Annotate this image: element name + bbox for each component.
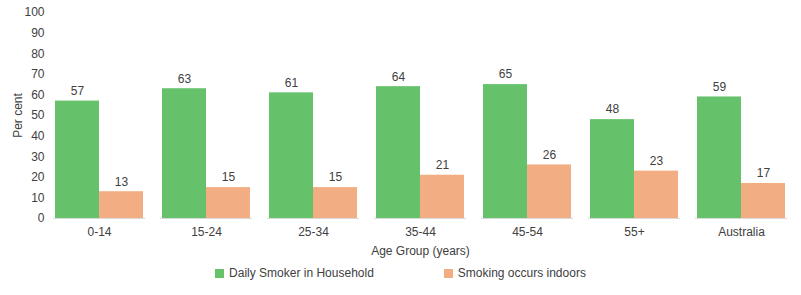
svg-text:35-44: 35-44 [405, 225, 436, 239]
svg-text:59: 59 [713, 80, 727, 94]
svg-text:20: 20 [31, 170, 45, 184]
html-text:Smoking occurs indoors: Smoking occurs indoors [457, 266, 586, 280]
svg-text:64: 64 [392, 70, 406, 84]
svg-text:65: 65 [499, 67, 513, 81]
svg-text:30: 30 [31, 150, 45, 164]
svg-text:Per cent: Per cent [11, 92, 25, 137]
svg-text:23: 23 [650, 154, 664, 168]
html-text:Daily Smoker in Household: Daily Smoker in Household [229, 266, 374, 280]
svg-text:0-14: 0-14 [87, 225, 111, 239]
svg-text:25-34: 25-34 [298, 225, 329, 239]
svg-text:17: 17 [757, 166, 771, 180]
svg-text:45-54: 45-54 [512, 225, 543, 239]
svg-text:61: 61 [285, 76, 299, 90]
svg-text:63: 63 [178, 72, 192, 86]
svg-text:26: 26 [543, 148, 557, 162]
svg-text:Australia: Australia [718, 225, 765, 239]
svg-text:90: 90 [31, 26, 45, 40]
svg-text:100: 100 [24, 5, 44, 19]
svg-text:60: 60 [31, 88, 45, 102]
svg-text:70: 70 [31, 67, 45, 81]
svg-text:0: 0 [38, 211, 45, 225]
svg-text:15: 15 [222, 170, 236, 184]
svg-text:50: 50 [31, 108, 45, 122]
svg-text:13: 13 [115, 175, 129, 189]
svg-text:55+: 55+ [624, 225, 644, 239]
svg-text:48: 48 [606, 102, 620, 116]
svg-text:80: 80 [31, 47, 45, 61]
svg-text:10: 10 [31, 191, 45, 205]
svg-text:15: 15 [329, 170, 343, 184]
svg-text:15-24: 15-24 [191, 225, 222, 239]
svg-text:57: 57 [71, 84, 85, 98]
svg-text:40: 40 [31, 129, 45, 143]
svg-text:21: 21 [436, 158, 450, 172]
svg-text:Age Group (years): Age Group (years) [371, 244, 470, 258]
